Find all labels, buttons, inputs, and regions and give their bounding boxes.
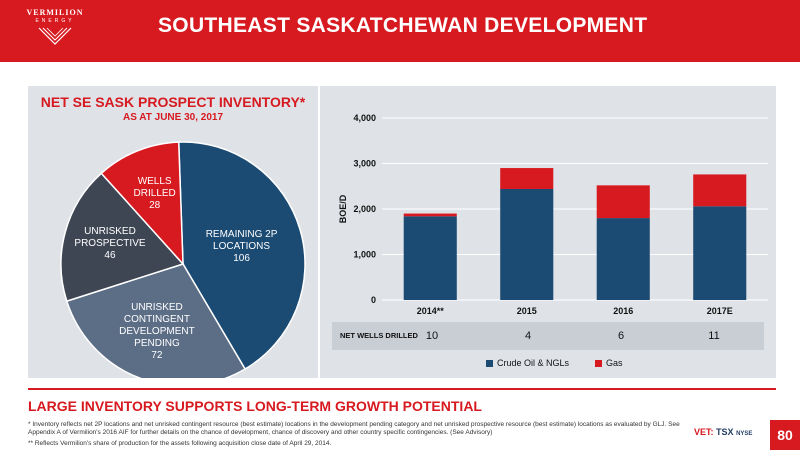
ticker-nyse: NYSE <box>736 431 753 437</box>
bar-segment <box>403 213 457 217</box>
page-number: 80 <box>770 420 800 450</box>
net-wells-value: 11 <box>708 330 720 342</box>
legend-label: Gas <box>606 358 623 368</box>
ticker-prefix: VET: <box>694 427 714 437</box>
pie-slice-label-line: LOCATIONS <box>213 240 271 252</box>
pie-slice-value: 72 <box>151 350 163 362</box>
y-tick-label: 3,000 <box>353 159 376 169</box>
stock-ticker: VET: TSX NYSE <box>694 427 752 437</box>
bar-segment <box>500 168 554 189</box>
pie-slice-label: WELLS DRILLED 28 <box>105 176 205 212</box>
legend-swatch <box>595 359 602 367</box>
bar-segment <box>500 188 554 300</box>
y-tick-label: 4,000 <box>353 113 376 123</box>
tagline: LARGE INVENTORY SUPPORTS LONG-TERM GROWT… <box>28 398 482 414</box>
pie-chart <box>60 141 306 378</box>
pie-slice-label-line: CONTINGENT <box>123 314 190 326</box>
pie-slice-value: 46 <box>104 250 116 262</box>
company-logo: VERMILION ENERGY <box>0 0 110 62</box>
header-bar: VERMILION ENERGY SOUTHEAST SASKATCHEWAN … <box>0 0 800 62</box>
pie-slice <box>60 172 185 303</box>
legend-label: Crude Oil & NGLs <box>497 358 570 368</box>
net-wells-row: NET WELLS DRILLED 10 4 6 11 <box>332 322 764 350</box>
footnote-2: ** Reflects Vermilion's share of product… <box>28 440 332 447</box>
legend-item-oil: Crude Oil & NGLs <box>486 358 569 368</box>
net-wells-label: NET WELLS DRILLED <box>340 331 418 340</box>
page-title: SOUTHEAST SASKATCHEWAN DEVELOPMENT <box>158 14 648 37</box>
pie-slice-label-line: PENDING <box>134 338 180 350</box>
pie-slice-value: 106 <box>233 252 250 264</box>
bar-segment <box>403 216 457 300</box>
divider <box>28 388 776 390</box>
y-tick-label: 1,000 <box>353 250 376 260</box>
y-tick-label: 0 <box>371 295 376 305</box>
y-axis-label: BOE/D <box>338 194 348 223</box>
pie-slice <box>177 141 306 371</box>
footnote-1: * Inventory reflects net 2P locations an… <box>28 421 680 436</box>
bar-segment <box>596 218 650 300</box>
pie-slice-label-line: DEVELOPMENT <box>119 326 195 338</box>
pie-slice-label: UNRISKED CONTINGENT DEVELOPMENT PENDING 72 <box>107 302 207 362</box>
bar-chart: 0 1,000 2,000 3,000 4,000 BOE/D 2014** 2015 2016… <box>338 113 768 316</box>
x-tick-label: 2014** <box>417 306 445 316</box>
pie-subtitle: AS AT JUNE 30, 2017 <box>122 112 224 123</box>
pie-slice-label: REMAINING 2P LOCATIONS 106 <box>192 229 292 265</box>
bar-segment <box>693 174 747 207</box>
net-wells-value: 10 <box>425 330 439 342</box>
pie-slice-value: 28 <box>149 199 161 211</box>
pie-slice <box>65 263 247 378</box>
pie-slice-label-line: PROSPECTIVE <box>74 238 146 250</box>
pie-slice-label-line: REMAINING 2P <box>205 228 278 240</box>
pie-slice-label-line: DRILLED <box>133 187 176 199</box>
x-tick-label: 2017E <box>707 306 733 316</box>
legend-swatch <box>486 359 493 367</box>
pie-panel: NET SE SASK PROSPECT INVENTORY* AS AT JU… <box>28 86 318 378</box>
y-tick-label: 2,000 <box>353 204 376 214</box>
pie-slice-label-line: UNRISKED <box>84 226 136 238</box>
pie-slice-label-line: UNRISKED <box>131 302 183 314</box>
ticker-tsx: TSX <box>716 427 734 437</box>
x-tick-label: 2015 <box>517 306 537 316</box>
pie-title: NET SE SASK PROSPECT INVENTORY* <box>40 94 306 110</box>
legend-item-gas: Gas <box>595 358 623 368</box>
pie-slice <box>100 141 184 267</box>
net-wells-value: 4 <box>524 330 532 342</box>
logo-mark-icon <box>38 27 72 45</box>
logo-name: VERMILION <box>26 8 84 17</box>
net-wells-value: 6 <box>617 330 625 342</box>
x-tick-label: 2016 <box>613 306 633 316</box>
pie-slice-label-line: WELLS <box>137 175 172 187</box>
bar-segment <box>596 185 650 219</box>
bar-segment <box>693 206 747 300</box>
pie-slice-label: UNRISKED PROSPECTIVE 46 <box>60 226 160 262</box>
logo-sub: ENERGY <box>35 18 75 24</box>
